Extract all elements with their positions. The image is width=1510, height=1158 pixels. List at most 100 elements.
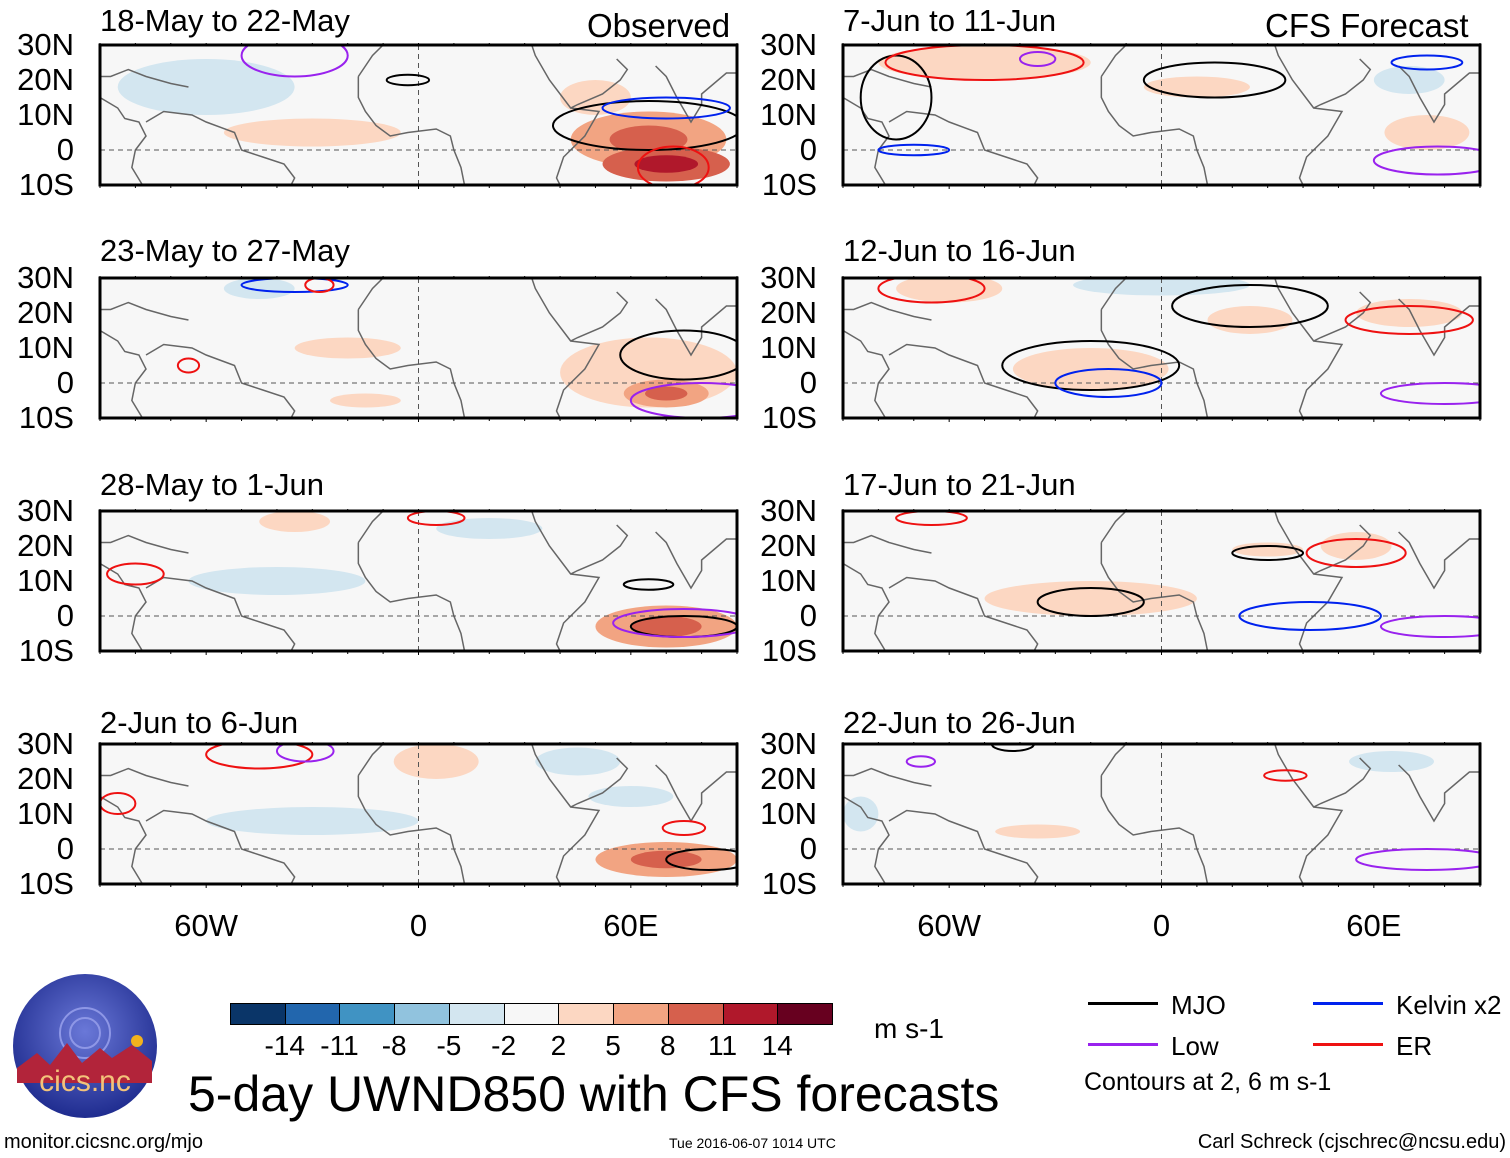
colorbar-swatch — [667, 1003, 724, 1025]
map-panel — [841, 509, 1482, 655]
contour-mjo — [1231, 545, 1305, 561]
colorbar-swatch — [722, 1003, 779, 1025]
lat-tick-label: 20N — [760, 295, 817, 330]
coastline — [1313, 58, 1372, 109]
wind-anomaly-shading — [259, 511, 331, 532]
coastline — [100, 767, 189, 787]
wind-anomaly-shading — [1143, 76, 1250, 98]
colorbar-swatch — [777, 1003, 833, 1025]
map-panel — [98, 742, 739, 888]
lon-tick-label: 60E — [603, 908, 659, 943]
contour-low — [240, 45, 349, 78]
lat-tick-label: 10N — [17, 97, 74, 132]
panel-title: 2-Jun to 6-Jun — [100, 705, 299, 740]
contour-kelvin-x2 — [1054, 368, 1163, 398]
coastline — [357, 76, 466, 185]
lat-tick-label: 30N — [760, 27, 817, 62]
coastline — [145, 809, 296, 884]
coastline — [570, 757, 629, 808]
wind-anomaly-shading — [393, 744, 479, 779]
coastline — [1100, 542, 1209, 651]
colorbar-swatch — [448, 1003, 505, 1025]
lat-tick-label: 0 — [799, 132, 817, 167]
legend-label: MJO — [1171, 990, 1226, 1020]
colorbar-label: -14 — [264, 1030, 305, 1061]
lat-tick-label: 10S — [18, 633, 74, 668]
contour-er — [205, 744, 314, 770]
panel-title: 28-May to 1-Jun — [100, 467, 324, 502]
contour-mjo — [1036, 587, 1145, 617]
contour-er — [176, 357, 201, 374]
coastline — [145, 343, 296, 418]
coastline — [100, 534, 189, 554]
colorbar-swatch — [339, 1003, 396, 1025]
coastline — [888, 343, 1039, 418]
contour-kelvin-x2 — [1390, 54, 1464, 71]
contour-kelvin-x2 — [877, 143, 951, 157]
contour-low — [1355, 848, 1480, 871]
panel-title: 23-May to 27-May — [100, 233, 350, 268]
coastline — [843, 767, 932, 787]
footer-timestamp: Tue 2016-06-07 1014 UTC — [669, 1135, 836, 1151]
coastline — [100, 562, 147, 651]
coastline — [570, 291, 629, 342]
coastline — [531, 278, 601, 418]
wind-anomaly-shading — [330, 393, 401, 408]
lat-tick-label: 30N — [17, 726, 74, 761]
wind-anomaly-shading — [1384, 115, 1470, 150]
coastline — [357, 278, 384, 310]
coastline — [570, 58, 629, 109]
coastline — [1100, 511, 1127, 543]
footer-url[interactable]: monitor.cicsnc.org/mjo — [4, 1131, 203, 1153]
figure-title: 5-day UWND850 with CFS forecasts — [188, 1066, 1000, 1122]
coastline — [145, 110, 296, 185]
contour-low — [1379, 382, 1480, 405]
panel-title: 12-Jun to 16-Jun — [843, 233, 1076, 268]
lat-tick-label: 20N — [17, 62, 74, 97]
legend-swatch — [1313, 1043, 1383, 1046]
lat-tick-label: 10N — [17, 796, 74, 831]
coastline — [843, 68, 932, 88]
lat-tick-label: 10S — [18, 866, 74, 901]
coastline — [531, 511, 601, 651]
panel-title: 7-Jun to 11-Jun — [843, 3, 1057, 38]
lon-tick-label: 0 — [409, 908, 428, 943]
map-panel — [98, 276, 739, 422]
colorbar-label: -2 — [491, 1030, 517, 1061]
coastline — [1274, 45, 1344, 185]
wind-anomaly-shading — [843, 796, 879, 832]
colorbar-label: -11 — [320, 1030, 359, 1061]
lat-tick-label: 20N — [17, 295, 74, 330]
lat-tick-label: 0 — [56, 598, 74, 633]
wind-anomaly-shading — [1073, 278, 1250, 296]
colorbar-label: 14 — [761, 1030, 793, 1061]
lat-tick-label: 20N — [760, 528, 817, 563]
coastline — [1100, 45, 1127, 77]
coastline — [843, 329, 890, 418]
lat-tick-label: 10S — [761, 167, 817, 202]
coastline — [1100, 76, 1209, 185]
contour-mjo — [622, 578, 675, 591]
lat-tick-label: 0 — [56, 831, 74, 866]
wind-anomaly-shading — [630, 616, 702, 637]
logo-text: cics.nc — [39, 1065, 131, 1098]
lat-tick-label: 30N — [760, 726, 817, 761]
lat-tick-label: 10S — [761, 400, 817, 435]
wind-anomaly-shading — [878, 45, 1091, 80]
wind-anomaly-shading — [1349, 751, 1434, 772]
lon-tick-label: 60W — [917, 908, 982, 943]
legend-label: Low — [1171, 1031, 1219, 1061]
coastline — [145, 576, 296, 651]
lat-tick-label: 30N — [17, 493, 74, 528]
wind-anomaly-shading — [1356, 299, 1463, 327]
wind-anomaly-shading — [206, 807, 419, 835]
lat-tick-label: 20N — [17, 761, 74, 796]
lon-tick-label: 60E — [1346, 908, 1402, 943]
wind-anomaly-shading — [984, 581, 1197, 616]
coastline — [1313, 757, 1372, 808]
contour-low — [275, 744, 335, 763]
map-panel — [841, 276, 1482, 422]
contour-low — [1379, 615, 1480, 638]
wind-anomaly-shading — [223, 278, 295, 299]
lat-tick-label: 30N — [17, 27, 74, 62]
